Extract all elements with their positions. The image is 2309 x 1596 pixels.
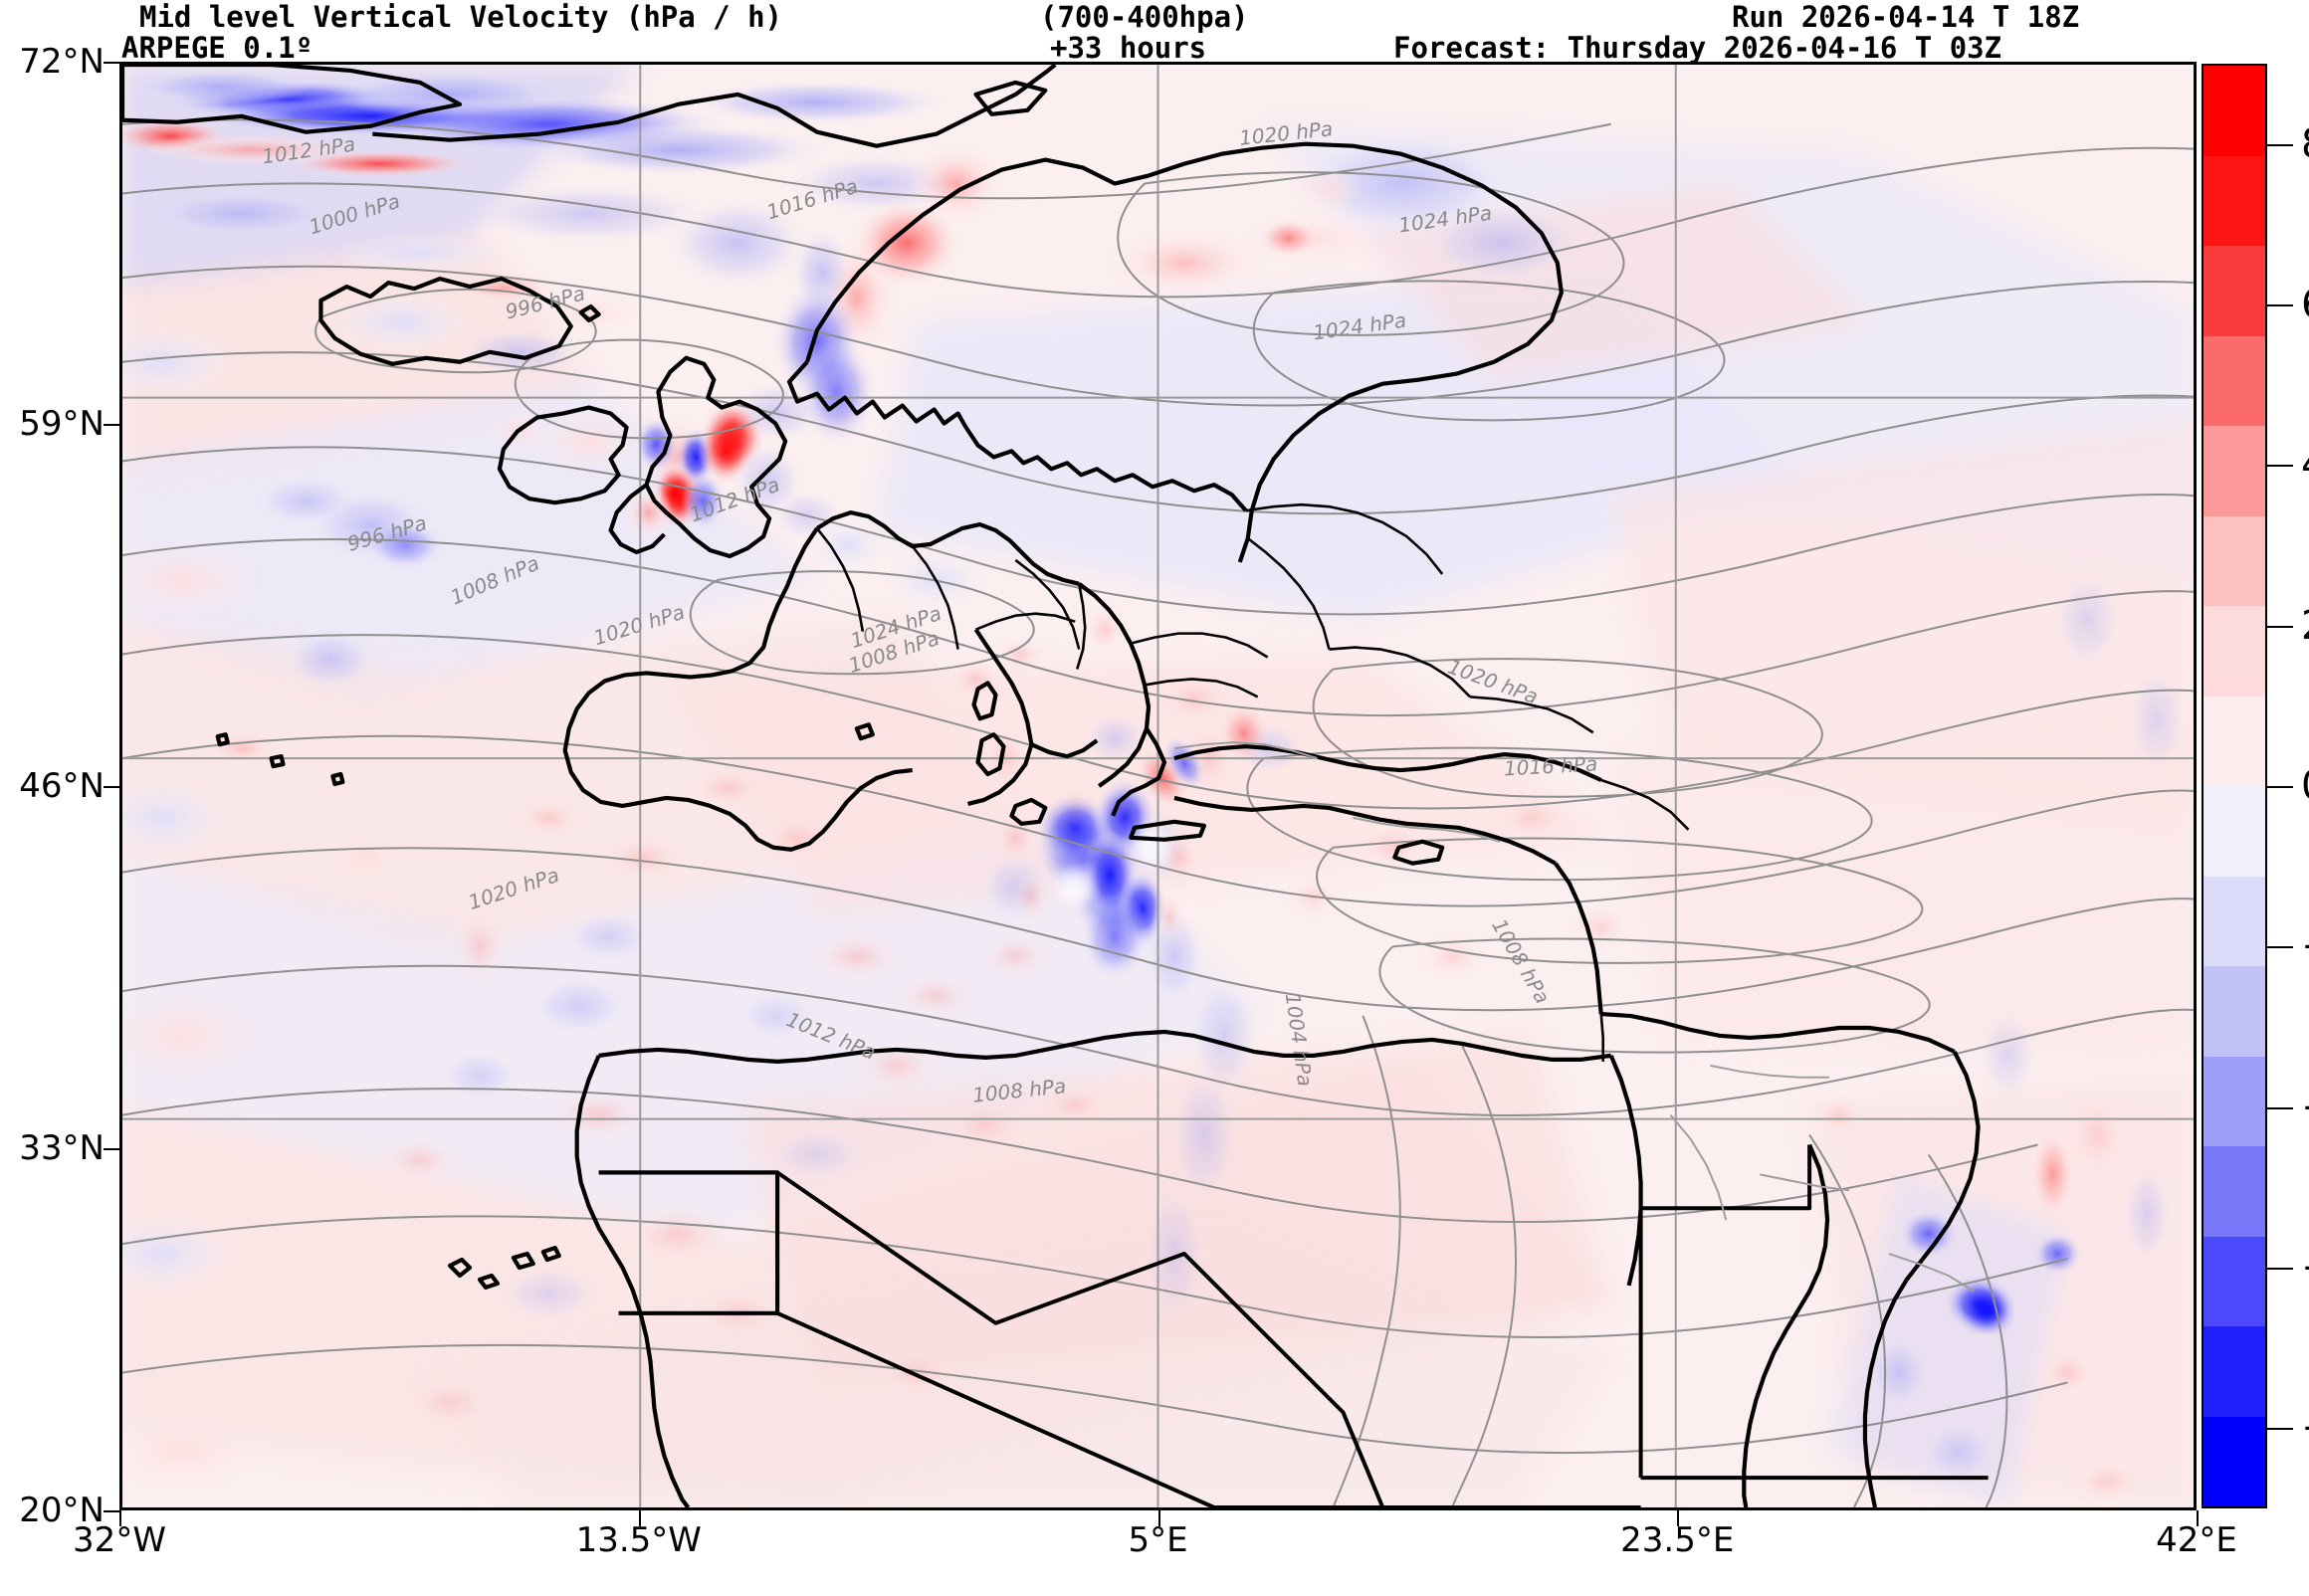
- colorbar-tick-label: −40: [2301, 1085, 2309, 1130]
- longitude-tick-mark: [119, 1510, 121, 1526]
- colorbar-tick-mark: [2267, 625, 2293, 628]
- colorbar-segment: [2204, 1326, 2265, 1417]
- latitude-tick-mark: [104, 786, 119, 788]
- forecast-step-label: +33 hours: [1050, 31, 1207, 65]
- longitude-tick-label: 23.5°E: [1620, 1520, 1735, 1560]
- longitude-tick-label: 32°W: [73, 1520, 166, 1560]
- admin-lines: [1173, 741, 1976, 1293]
- country-borders: [815, 502, 1690, 1062]
- colorbar-tick-label: −80: [2301, 1405, 2309, 1451]
- latitude-tick-label: 46°N: [19, 766, 105, 806]
- colorbar-tick-mark: [2267, 1106, 2293, 1109]
- colorbar-segment: [2204, 1236, 2265, 1326]
- latitude-tick-label: 72°N: [19, 42, 105, 82]
- colorbar-tick-mark: [2267, 304, 2293, 306]
- colorbar-segment: [2204, 606, 2265, 697]
- colorbar-tick-mark: [2267, 1428, 2293, 1431]
- colorbar-segment: [2204, 155, 2265, 246]
- latitude-tick-mark: [104, 1148, 119, 1150]
- colorbar-segment: [2204, 335, 2265, 426]
- latitude-tick-label: 20°N: [19, 1491, 105, 1530]
- colorbar-tick-label: 60: [2301, 282, 2309, 327]
- colorbar-tick-mark: [2267, 946, 2293, 949]
- model-name-label: ARPEGE 0.1º: [121, 31, 314, 65]
- colorbar-tick-label: 20: [2301, 603, 2309, 649]
- colorbar-segment: [2204, 786, 2265, 877]
- chart-title: Mid level Vertical Velocity (hPa / h): [139, 0, 783, 34]
- longitude-tick-label: 5°E: [1128, 1520, 1188, 1560]
- forecast-valid-label: Forecast: Thursday 2026-04-16 T 03Z: [1393, 31, 2002, 65]
- longitude-tick-mark: [2197, 1510, 2199, 1526]
- colorbar-tick-label: 0: [2301, 763, 2309, 809]
- header-line-2: ARPEGE 0.1º +33 hours Forecast: Thursday…: [0, 33, 2309, 64]
- latitude-tick-mark: [104, 62, 119, 64]
- level-range-label: (700-400hpa): [1040, 0, 1249, 34]
- colorbar-tick-label: −20: [2301, 923, 2309, 969]
- weather-map-svg: [122, 65, 2194, 1507]
- longitude-tick-mark: [638, 1510, 641, 1526]
- colorbar-segment: [2204, 426, 2265, 516]
- colorbar-segment: [2204, 696, 2265, 786]
- colorbar-tick-mark: [2267, 465, 2293, 468]
- colorbar-segment: [2204, 66, 2265, 156]
- chart-header: Mid level Vertical Velocity (hPa / h) (7…: [0, 0, 2309, 64]
- colorbar-segment: [2204, 1146, 2265, 1237]
- colorbar-segment: [2204, 1416, 2265, 1506]
- coastlines: [122, 65, 1989, 1507]
- longitude-tick-mark: [1157, 1510, 1160, 1526]
- colorbar-segment: [2204, 876, 2265, 966]
- latitude-tick-label: 59°N: [19, 404, 105, 444]
- colorbar-segment: [2204, 966, 2265, 1057]
- header-line-1: Mid level Vertical Velocity (hPa / h) (7…: [0, 2, 2309, 33]
- colorbar[interactable]: [2202, 64, 2267, 1508]
- colorbar-segment: [2204, 246, 2265, 336]
- colorbar-tick-label: −60: [2301, 1245, 2309, 1291]
- map-plot-area: 1012 hPa 1000 hPa 996 hPa 1016 hPa 1020 hPa 1…: [119, 62, 2197, 1510]
- model-run-label: Run 2026-04-14 T 18Z: [1732, 0, 2080, 34]
- longitude-tick-label: 13.5°W: [575, 1520, 702, 1560]
- colorbar-tick-mark: [2267, 1268, 2293, 1270]
- latitude-tick-mark: [104, 424, 119, 426]
- latitude-tick-label: 33°N: [19, 1128, 105, 1168]
- longitude-tick-label: 42°E: [2156, 1520, 2237, 1560]
- colorbar-tick-label: 40: [2301, 442, 2309, 488]
- colorbar-segment: [2204, 515, 2265, 606]
- latitude-tick-mark: [104, 1510, 119, 1512]
- colorbar-segment: [2204, 1056, 2265, 1146]
- graticule: [122, 65, 2194, 1507]
- colorbar-tick-mark: [2267, 786, 2293, 788]
- isobar-label: 1016 hPa: [1503, 751, 1598, 781]
- colorbar-tick-label: 80: [2301, 121, 2309, 167]
- longitude-tick-mark: [1677, 1510, 1680, 1526]
- colorbar-tick-mark: [2267, 143, 2293, 146]
